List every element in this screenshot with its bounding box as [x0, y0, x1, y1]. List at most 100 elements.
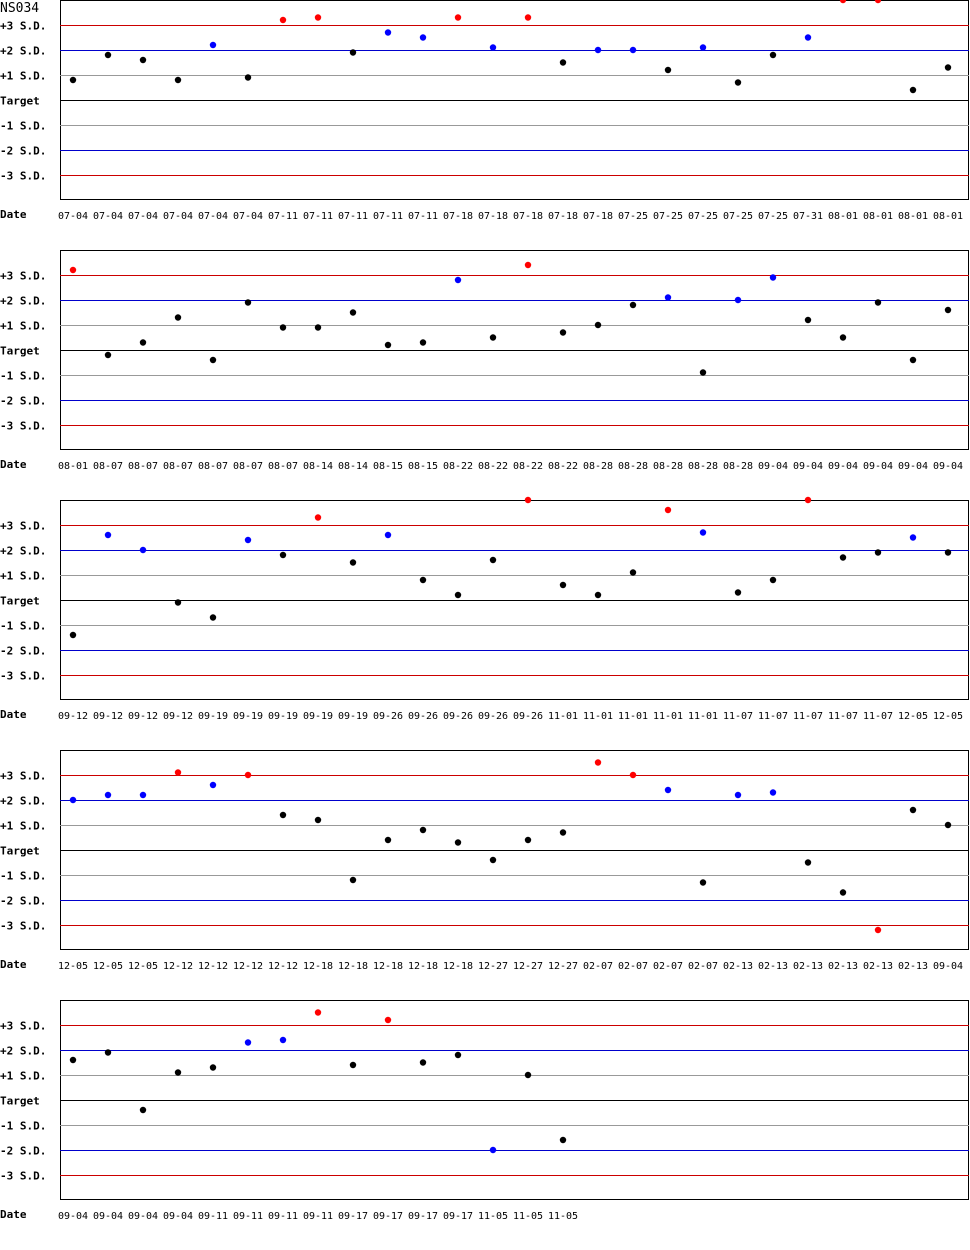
data-point	[664, 506, 672, 514]
data-point	[559, 1136, 567, 1144]
data-point	[559, 581, 567, 589]
data-point	[944, 821, 952, 829]
x-axis-label: Date	[0, 208, 27, 221]
x-tick-label: 12-18	[303, 961, 333, 972]
x-tick-label: 07-04	[128, 211, 158, 222]
data-point	[804, 859, 812, 866]
data-point	[559, 59, 567, 66]
data-point	[594, 591, 602, 599]
x-tick-label: 12-27	[513, 961, 543, 972]
x-tick-label: 09-04	[828, 461, 858, 472]
data-point	[664, 786, 672, 794]
data-point	[244, 536, 252, 544]
data-point	[209, 614, 217, 621]
data-point	[104, 791, 112, 799]
data-point	[209, 356, 217, 364]
chart-panel-4: +3 S.D. +2 S.D. +1 S.D. Target -1 S.D. -2 S.D…	[0, 750, 969, 972]
chart-panel-3: +3 S.D. +2 S.D. +1 S.D. Target -1 S.D. -2 S.D…	[0, 496, 969, 722]
data-point	[69, 76, 77, 84]
x-tick-label: 11-07	[723, 711, 753, 722]
data-point	[489, 44, 497, 51]
x-axis-label: Date	[0, 958, 27, 971]
data-point	[69, 631, 77, 639]
x-tick-label: 12-12	[268, 961, 298, 972]
y-tick-label: -2 S.D.	[0, 145, 46, 158]
data-point	[629, 46, 637, 54]
x-tick-label: 08-01	[863, 211, 893, 222]
data-point	[559, 329, 567, 336]
x-tick-label: 12-18	[338, 961, 368, 972]
x-tick-label: 07-18	[583, 211, 613, 222]
x-tick-label: 09-26	[478, 711, 508, 722]
x-tick-label: 11-07	[863, 711, 893, 722]
x-tick-label: 12-12	[233, 961, 263, 972]
data-point	[174, 314, 182, 321]
data-point	[139, 56, 147, 64]
x-tick-label: 08-22	[548, 461, 578, 472]
data-point	[209, 781, 217, 789]
x-tick-label: 07-18	[548, 211, 578, 222]
x-tick-label: 07-18	[513, 211, 543, 222]
x-tick-label: 07-04	[58, 211, 88, 222]
data-point	[874, 549, 882, 556]
x-tick-label: 02-13	[828, 961, 858, 972]
data-point	[594, 321, 602, 329]
data-point	[419, 339, 427, 346]
x-tick-label: 09-04	[863, 461, 893, 472]
data-point	[909, 806, 917, 814]
data-point	[629, 301, 637, 309]
x-tick-label: 07-11	[303, 211, 333, 222]
x-tick-label: 08-01	[58, 461, 88, 472]
x-tick-label: 11-01	[688, 711, 718, 722]
data-point	[209, 1064, 217, 1071]
x-tick-label: 07-18	[478, 211, 508, 222]
y-tick-label: Target	[0, 345, 40, 358]
y-tick-label: -3 S.D.	[0, 670, 46, 683]
x-tick-label: 02-13	[793, 961, 823, 972]
y-tick-label: -3 S.D.	[0, 1170, 46, 1183]
x-tick-label: 07-25	[688, 211, 718, 222]
data-point	[489, 856, 497, 864]
x-tick-label: 08-14	[338, 461, 368, 472]
x-tick-label: 09-12	[163, 711, 193, 722]
data-point	[279, 16, 287, 24]
y-tick-label: +3 S.D.	[0, 770, 46, 783]
x-tick-label: 09-12	[93, 711, 123, 722]
x-tick-label: 07-11	[408, 211, 438, 222]
x-tick-label: 02-13	[863, 961, 893, 972]
data-point	[454, 14, 462, 21]
data-point	[139, 791, 147, 799]
x-tick-label: 09-19	[303, 711, 333, 722]
x-tick-label: 08-07	[93, 461, 123, 472]
data-point	[139, 546, 147, 554]
y-tick-label: -3 S.D.	[0, 920, 46, 933]
data-point	[909, 356, 917, 364]
x-tick-label: 07-18	[443, 211, 473, 222]
data-point	[769, 576, 777, 584]
data-point	[839, 334, 847, 341]
data-point	[944, 549, 952, 556]
y-tick-label: Target	[0, 1095, 40, 1108]
data-point	[174, 1069, 182, 1076]
x-tick-label: 09-04	[93, 1211, 123, 1222]
x-tick-label: 07-11	[338, 211, 368, 222]
x-tick-label: 09-04	[793, 461, 823, 472]
data-point	[489, 1146, 497, 1154]
data-point	[559, 829, 567, 836]
x-tick-label: 07-25	[653, 211, 683, 222]
x-tick-label: 12-05	[128, 961, 158, 972]
data-point	[909, 86, 917, 94]
x-tick-label: 07-25	[618, 211, 648, 222]
y-tick-label: +3 S.D.	[0, 270, 46, 283]
data-point	[454, 591, 462, 599]
x-tick-label: 08-22	[513, 461, 543, 472]
x-tick-label: 09-26	[443, 711, 473, 722]
x-tick-label: 11-01	[618, 711, 648, 722]
data-point	[174, 76, 182, 84]
data-point	[944, 306, 952, 314]
data-point	[349, 49, 357, 56]
data-point	[244, 74, 252, 81]
data-point	[629, 569, 637, 576]
data-point	[69, 1056, 77, 1064]
data-point	[664, 294, 672, 301]
